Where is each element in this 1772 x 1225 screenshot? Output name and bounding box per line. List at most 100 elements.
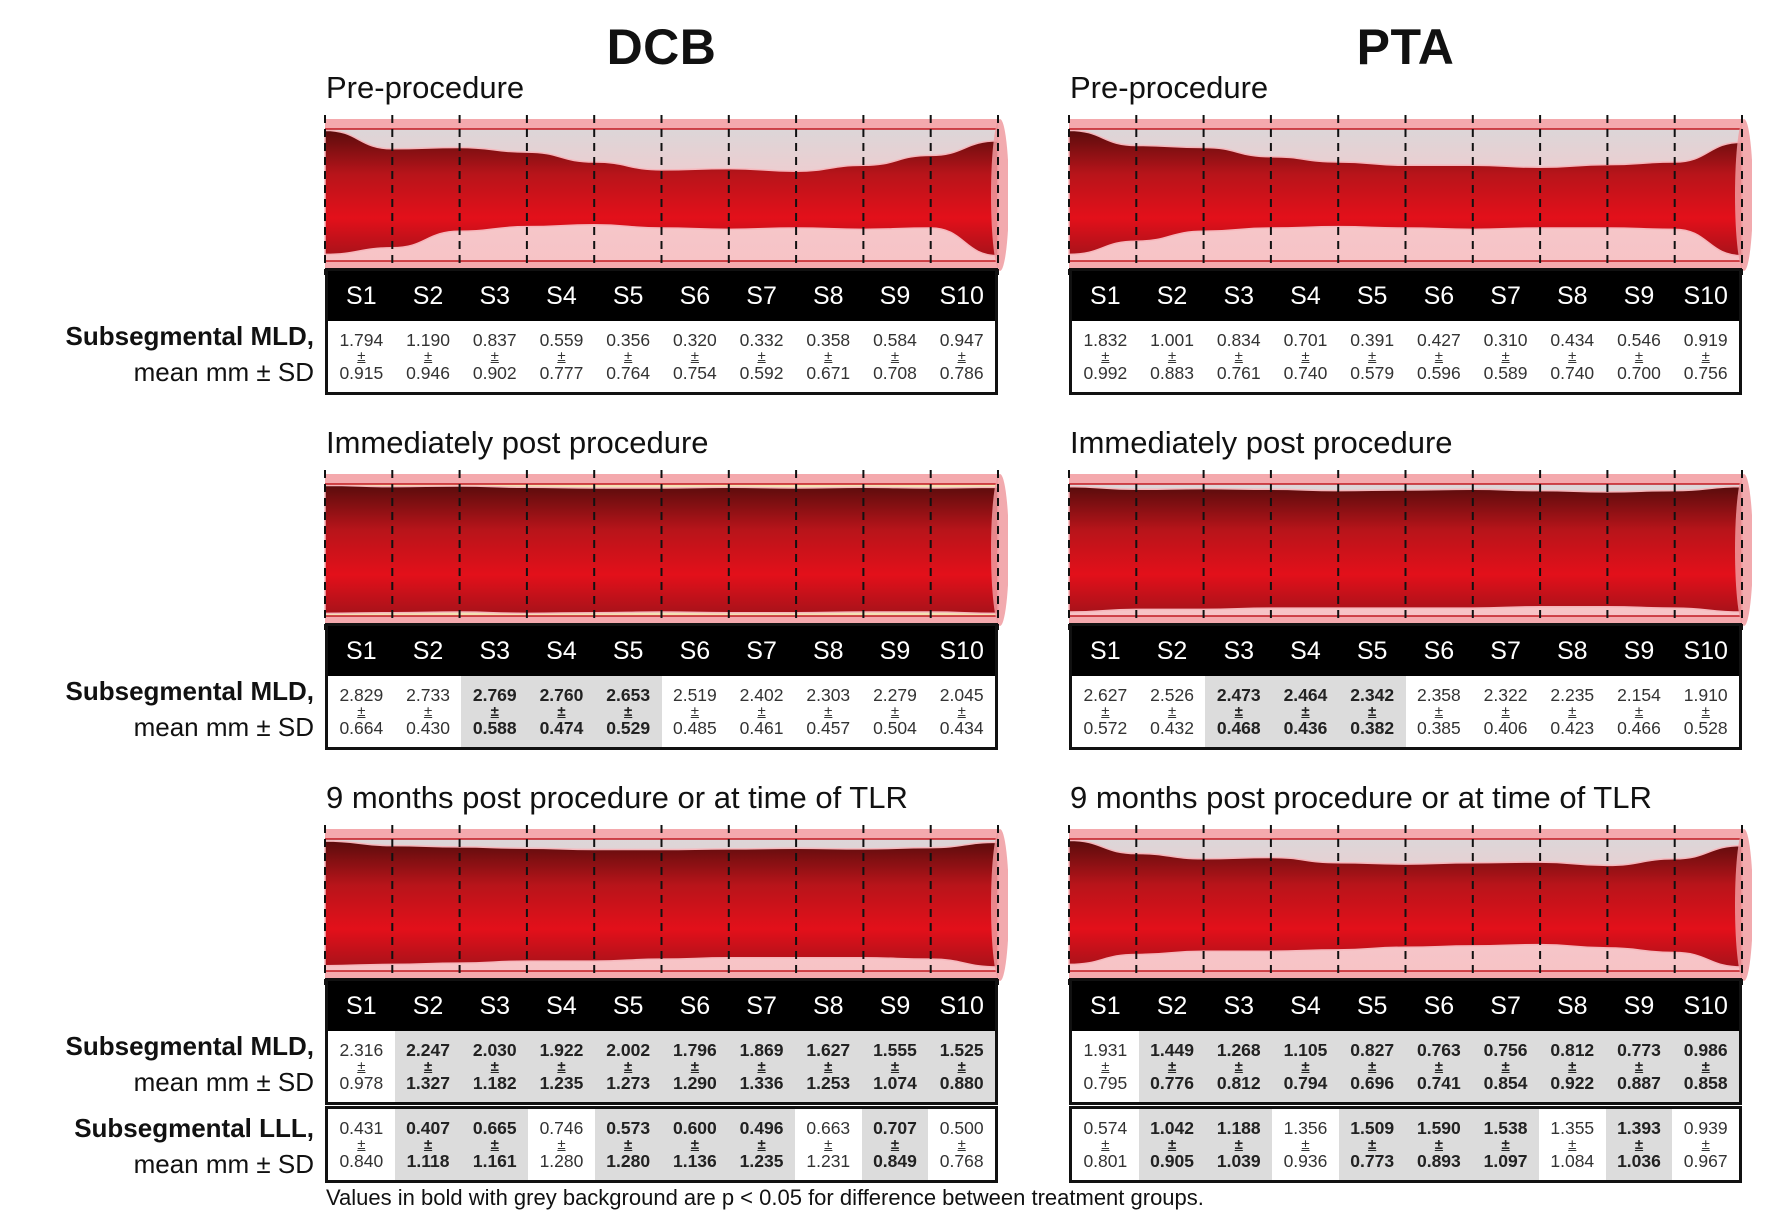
mean-value: 0.559: [539, 329, 584, 350]
mean-value: 1.509: [1350, 1117, 1395, 1138]
plus-minus-symbol: ±: [957, 702, 966, 720]
value-cell: 1.832 ±0.992: [1072, 321, 1139, 392]
sd-value: 1.280: [606, 1150, 651, 1171]
plus-minus-symbol: ±: [490, 1135, 499, 1153]
sd-value: 1.036: [1617, 1150, 1661, 1171]
sd-value: 0.883: [1150, 362, 1194, 383]
value-cell: 1.356 ±0.936: [1272, 1109, 1339, 1180]
value-cell: 0.573 ±1.280: [594, 1109, 662, 1180]
segment-header: S5: [612, 636, 644, 665]
segment-header-row: S1 S2 S3 S4 S5 S6 S7 S8 S9 S10: [1072, 271, 1739, 321]
segment-header: S2: [1156, 991, 1188, 1020]
value-cell: 1.869 ±1.336: [728, 1031, 795, 1102]
value-cell: 0.391 ±0.579: [1339, 321, 1406, 392]
group-title-dcb: DCB: [606, 19, 717, 75]
mean-value: 1.794: [339, 329, 384, 350]
value-cell: 2.653 ±0.529: [594, 676, 662, 747]
value-cell: 2.473 ±0.468: [1205, 676, 1273, 747]
plus-minus-symbol: ±: [1234, 702, 1243, 720]
plus-minus-symbol: ±: [1568, 1057, 1577, 1075]
segment-header: S10: [1683, 636, 1728, 665]
segment-header: S9: [879, 636, 911, 665]
plus-minus-symbol: ±: [757, 1057, 766, 1075]
sd-value: 1.290: [672, 1072, 717, 1093]
segment-header: S10: [939, 281, 984, 310]
table-dcb-pre-mld: S1 S2 S3 S4 S5 S6 S7 S8 S9 S10 1.794 ±0.915 1.190 ±0.…: [325, 268, 998, 395]
mean-value: 0.663: [806, 1117, 851, 1138]
value-cell: 0.746 ±1.280: [528, 1109, 595, 1180]
value-cell: 1.509 ±0.773: [1338, 1109, 1406, 1180]
plus-minus-symbol: ±: [1167, 347, 1177, 365]
mean-value: 1.538: [1483, 1117, 1528, 1138]
plus-minus-symbol: ±: [1368, 702, 1377, 720]
sd-value: 0.764: [606, 362, 651, 383]
mean-value: 2.760: [539, 684, 584, 705]
mean-value: 1.590: [1416, 1117, 1461, 1138]
sd-value: 0.696: [1350, 1072, 1395, 1093]
sd-value: 0.978: [339, 1072, 384, 1093]
segment-header: S6: [679, 991, 711, 1020]
value-cell: 2.154 ±0.466: [1606, 676, 1673, 747]
mean-value: 0.310: [1483, 329, 1528, 350]
row-label-title: Subsegmental MLD,: [65, 676, 314, 706]
value-row: 0.431 ±0.840 0.407 ±1.118 0.665 ±1.161 0.746 ±1…: [328, 1109, 995, 1180]
plus-minus-symbol: ±: [757, 1135, 766, 1153]
sd-value: 0.741: [1416, 1072, 1461, 1093]
mean-value: 0.427: [1416, 329, 1461, 350]
value-cell: 0.434 ±0.740: [1539, 321, 1606, 392]
mean-value: 0.701: [1283, 329, 1328, 350]
segment-header-row: S1 S2 S3 S4 S5 S6 S7 S8 S9 S10: [328, 271, 995, 321]
segment-header: S7: [1490, 636, 1521, 665]
segment-header: S6: [1423, 991, 1455, 1020]
plus-minus-symbol: ±: [1634, 1057, 1644, 1075]
value-cell: 0.812 ±0.922: [1538, 1031, 1606, 1102]
value-cell: 2.316 ±0.978: [328, 1031, 395, 1102]
value-cell: 0.773 ±0.887: [1605, 1031, 1673, 1102]
value-cell: 0.837 ±0.902: [461, 321, 528, 392]
mean-value: 2.045: [939, 684, 984, 705]
segment-header: S1: [1090, 281, 1121, 310]
vessel-end-cap: [991, 474, 1008, 626]
mean-value: 0.574: [1083, 1117, 1128, 1138]
mean-value: 1.105: [1283, 1039, 1328, 1060]
vessel-dcb-pre: [324, 115, 1008, 275]
sd-value: 0.922: [1550, 1072, 1595, 1093]
segment-header: S6: [679, 636, 711, 665]
plus-minus-symbol: ±: [624, 347, 633, 365]
segment-header: S9: [879, 281, 911, 310]
sd-value: 0.468: [1216, 717, 1261, 738]
mean-value: 2.358: [1416, 684, 1461, 705]
sd-value: 0.406: [1483, 717, 1528, 738]
mean-value: 1.627: [806, 1039, 851, 1060]
segment-header: S4: [546, 991, 577, 1020]
sd-value: 0.457: [806, 717, 851, 738]
mean-value: 1.355: [1550, 1117, 1595, 1138]
sd-value: 0.915: [339, 362, 384, 383]
vessel-pta-pre: [1068, 115, 1752, 275]
segment-header: S5: [1356, 281, 1388, 310]
plus-minus-symbol: ±: [690, 1135, 699, 1153]
table-pta-pre-mld: S1 S2 S3 S4 S5 S6 S7 S8 S9 S10 1.832 ±0.992 1.001 ±0.…: [1069, 268, 1742, 395]
sd-value: 0.382: [1350, 717, 1395, 738]
plus-minus-symbol: ±: [1434, 702, 1443, 720]
mean-value: 2.235: [1550, 684, 1595, 705]
sd-value: 0.905: [1150, 1150, 1194, 1171]
sd-value: 1.118: [406, 1150, 450, 1171]
sd-value: 0.756: [1683, 362, 1728, 383]
mean-value: 0.707: [873, 1117, 917, 1138]
mean-value: 0.986: [1683, 1039, 1728, 1060]
value-cell: 0.834 ±0.761: [1205, 321, 1272, 392]
sd-value: 0.572: [1083, 717, 1128, 738]
plus-minus-symbol: ±: [1368, 1057, 1377, 1075]
sd-value: 1.235: [539, 1072, 584, 1093]
sd-value: 1.136: [672, 1150, 717, 1171]
segment-header: S9: [1623, 636, 1655, 665]
plus-minus-symbol: ±: [1301, 702, 1310, 720]
sd-value: 1.280: [539, 1150, 584, 1171]
value-cell: 1.931 ±0.795: [1072, 1031, 1139, 1102]
sd-value: 0.588: [472, 717, 517, 738]
sd-value: 0.740: [1550, 362, 1595, 383]
value-cell: 2.045 ±0.434: [928, 676, 995, 747]
value-cell: 1.525 ±0.880: [928, 1031, 996, 1102]
sd-value: 0.474: [539, 717, 584, 738]
